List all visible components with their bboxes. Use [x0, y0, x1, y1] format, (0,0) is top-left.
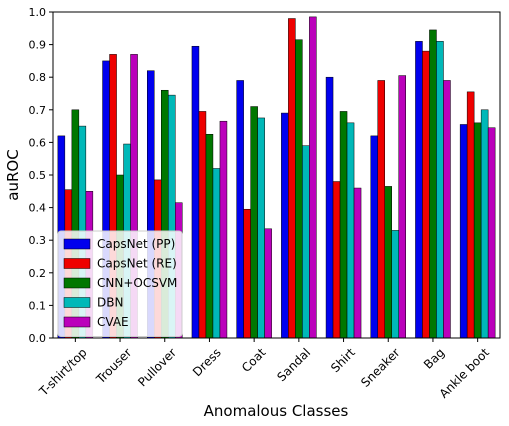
y-tick-label: 0.2 [29, 267, 47, 280]
bar [436, 41, 444, 339]
bar [236, 80, 244, 339]
x-tick-label: Trouser [93, 345, 135, 387]
x-tick-label: Bag [421, 345, 447, 371]
bar [487, 127, 496, 339]
y-tick-label: 0.5 [29, 169, 47, 182]
y-tick-label: 0.7 [29, 104, 47, 117]
y-tick-label: 0.6 [29, 136, 47, 149]
bar [377, 80, 385, 339]
y-tick-label: 0.8 [29, 71, 47, 84]
bar [339, 111, 348, 339]
bar [332, 181, 341, 339]
bar [466, 91, 475, 339]
y-axis: 0.0 0.1 0.2 0.3 0.4 0.5 0.6 0.7 0.8 0.9 1.0 [29, 6, 53, 345]
x-tick-label: T-shirt/top [36, 345, 90, 399]
bar [198, 111, 207, 339]
bar [398, 75, 406, 339]
bar [473, 122, 482, 339]
legend-swatch [63, 316, 91, 328]
y-tick-label: 0.0 [29, 332, 47, 345]
bar [429, 29, 437, 339]
bar [264, 228, 272, 339]
bar [325, 76, 334, 339]
legend-swatch [63, 238, 91, 250]
legend-label: DBN [97, 296, 123, 310]
bar [205, 134, 214, 339]
bar [212, 168, 221, 339]
legend-swatch [63, 258, 91, 269]
bar [422, 50, 430, 339]
legend-label: CVAE [97, 315, 129, 329]
y-axis-label: auROC [4, 149, 22, 200]
bar [281, 112, 289, 339]
bar [391, 230, 399, 339]
y-tick-label: 0.9 [29, 39, 47, 52]
legend: CapsNet (PP) CapsNet (RE) CNN+OCSVM DBN CVAE [57, 230, 183, 337]
bar [288, 18, 296, 339]
bar [353, 187, 362, 339]
x-tick-label: Sneaker [358, 345, 402, 389]
bar [302, 145, 310, 339]
legend-swatch [63, 277, 91, 289]
bar [243, 208, 251, 339]
x-tick-label: Dress [190, 345, 224, 379]
y-tick-label: 0.4 [29, 202, 47, 215]
legend-label: CapsNet (RE) [97, 257, 177, 271]
y-tick-label: 0.1 [29, 299, 47, 312]
bar [257, 117, 265, 339]
x-tick-label: Shirt [328, 345, 358, 375]
bar [384, 186, 392, 339]
x-tick-label: Coat [239, 345, 269, 375]
legend-label: CapsNet (PP) [97, 237, 175, 251]
bar [346, 122, 355, 339]
bar [443, 80, 451, 339]
x-tick-label: Sandal [274, 345, 313, 384]
bar [459, 124, 468, 339]
bar [219, 120, 228, 339]
y-tick-label: 1.0 [29, 6, 47, 19]
bar [295, 39, 303, 339]
bar [250, 106, 258, 339]
legend-swatch [63, 297, 91, 308]
bar [480, 109, 489, 339]
y-tick-label: 0.3 [29, 234, 47, 247]
bar [415, 41, 423, 339]
bar [309, 16, 317, 339]
bar [191, 45, 200, 339]
legend-label: CNN+OCSVM [97, 276, 177, 290]
x-axis-label: Anomalous Classes [204, 402, 349, 420]
x-axis: T-shirt/top Trouser Pullover Dress Coat Sanda… [36, 338, 492, 401]
bar [370, 135, 378, 339]
x-tick-label: Pullover [135, 345, 179, 389]
legend-box [57, 230, 183, 337]
